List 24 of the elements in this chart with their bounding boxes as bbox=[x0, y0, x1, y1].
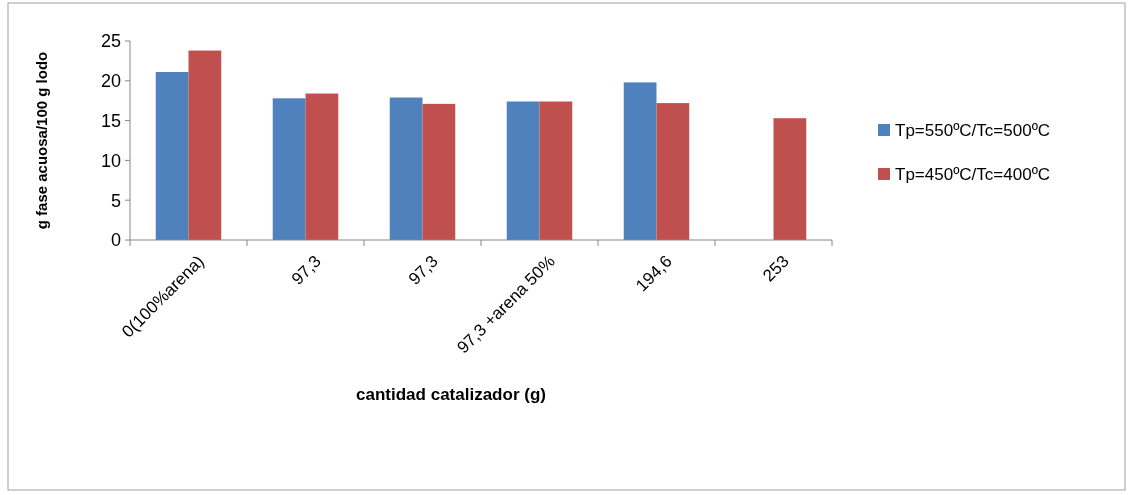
y-tick-label: 0 bbox=[110, 230, 121, 251]
bar bbox=[188, 50, 222, 240]
y-tick-label: 25 bbox=[100, 31, 121, 52]
y-axis-title: g fase acuosa/100 g lodo bbox=[33, 51, 50, 230]
legend-label: Tp=550ºC/Tc=500ºC bbox=[895, 120, 1051, 140]
bar bbox=[155, 72, 189, 240]
bar bbox=[305, 93, 339, 240]
x-tick-label: 97,3 bbox=[287, 251, 325, 289]
y-tick-label: 10 bbox=[100, 150, 121, 171]
x-tick-label: 97,3 bbox=[404, 251, 442, 289]
bar bbox=[422, 103, 456, 240]
bar bbox=[623, 82, 657, 240]
bar bbox=[773, 118, 807, 240]
legend-label: Tp=450ºC/Tc=400ºC bbox=[895, 164, 1051, 184]
bar bbox=[539, 101, 573, 240]
x-axis-title: cantidad catalizador (g) bbox=[356, 385, 546, 404]
bar bbox=[656, 103, 690, 240]
y-tick-label: 15 bbox=[100, 110, 121, 131]
y-tick-label: 20 bbox=[100, 71, 121, 92]
x-tick-label: 253 bbox=[759, 251, 793, 286]
bar bbox=[389, 97, 423, 240]
bar bbox=[272, 98, 306, 240]
y-tick-label: 5 bbox=[110, 190, 121, 211]
bar bbox=[506, 101, 540, 240]
